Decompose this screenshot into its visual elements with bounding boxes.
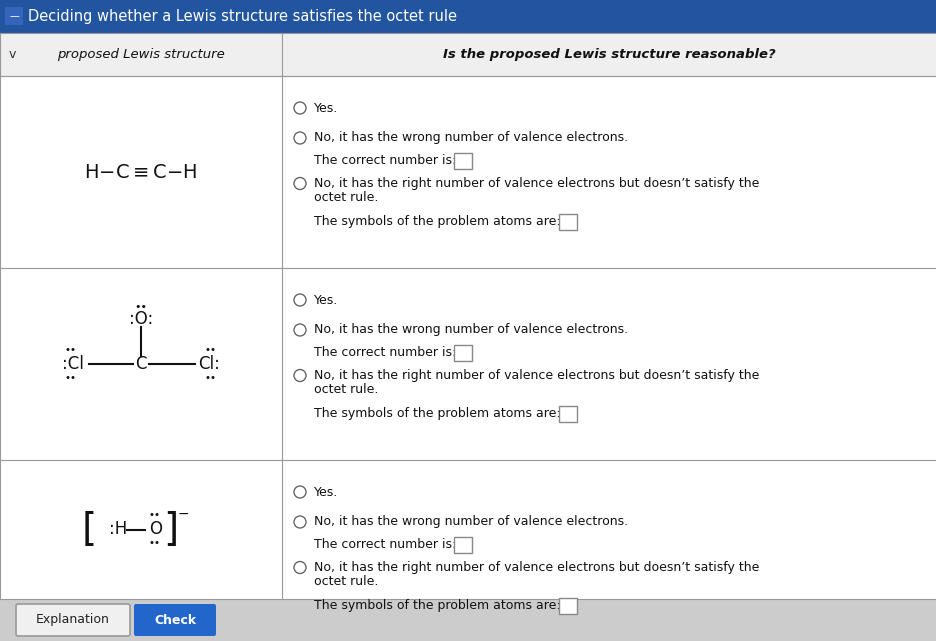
Text: No, it has the right number of valence electrons but doesn’t satisfy the: No, it has the right number of valence e…: [314, 177, 758, 190]
Text: O: O: [149, 520, 162, 538]
Bar: [5, 7, 23, 25]
Text: Yes.: Yes.: [314, 294, 338, 306]
Text: C: C: [135, 355, 147, 373]
Text: No, it has the wrong number of valence electrons.: No, it has the wrong number of valence e…: [314, 324, 627, 337]
Bar: [454, 344, 472, 360]
Circle shape: [294, 369, 306, 381]
Bar: [559, 214, 577, 230]
Bar: [0, 268, 936, 460]
Text: v: v: [8, 48, 16, 61]
Bar: [559, 406, 577, 422]
Text: Cl:: Cl:: [197, 355, 220, 373]
Text: No, it has the wrong number of valence electrons.: No, it has the wrong number of valence e…: [314, 131, 627, 144]
Circle shape: [294, 516, 306, 528]
Text: Deciding whether a Lewis structure satisfies the octet rule: Deciding whether a Lewis structure satis…: [28, 9, 457, 24]
Circle shape: [294, 294, 306, 306]
Circle shape: [294, 486, 306, 498]
Text: The correct number is:: The correct number is:: [314, 154, 456, 167]
Bar: [0, 76, 936, 268]
Text: ••: ••: [205, 345, 217, 355]
FancyBboxPatch shape: [134, 604, 216, 636]
Text: ••: ••: [149, 510, 161, 520]
Bar: [0, 599, 936, 641]
Circle shape: [294, 324, 306, 336]
Text: The symbols of the problem atoms are:*: The symbols of the problem atoms are:*: [314, 215, 566, 228]
FancyBboxPatch shape: [16, 604, 130, 636]
Text: ••: ••: [65, 345, 77, 355]
Bar: [454, 153, 472, 169]
Text: The correct number is:: The correct number is:: [314, 538, 456, 551]
Text: ]: ]: [163, 510, 179, 549]
Text: The symbols of the problem atoms are:*: The symbols of the problem atoms are:*: [314, 599, 566, 613]
Text: :O:: :O:: [129, 310, 153, 328]
Bar: [0, 0, 936, 33]
Bar: [454, 537, 472, 553]
Bar: [0, 33, 936, 599]
Circle shape: [294, 132, 306, 144]
Text: [: [: [81, 510, 96, 549]
Text: Yes.: Yes.: [314, 485, 338, 499]
Text: Check: Check: [154, 613, 196, 626]
Text: octet rule.: octet rule.: [314, 575, 378, 588]
Text: proposed Lewis structure: proposed Lewis structure: [57, 48, 225, 61]
Text: octet rule.: octet rule.: [314, 383, 378, 396]
Text: —: —: [9, 11, 19, 21]
Text: :H: :H: [109, 520, 127, 538]
Circle shape: [294, 102, 306, 114]
Text: Explanation: Explanation: [36, 613, 110, 626]
Text: The symbols of the problem atoms are:*: The symbols of the problem atoms are:*: [314, 408, 566, 420]
Text: No, it has the wrong number of valence electrons.: No, it has the wrong number of valence e…: [314, 515, 627, 528]
Text: ••: ••: [135, 302, 147, 312]
Text: ••: ••: [149, 538, 161, 549]
Text: No, it has the right number of valence electrons but doesn’t satisfy the: No, it has the right number of valence e…: [314, 561, 758, 574]
Text: No, it has the right number of valence electrons but doesn’t satisfy the: No, it has the right number of valence e…: [314, 369, 758, 382]
Bar: [0, 460, 936, 599]
Text: ••: ••: [65, 373, 77, 383]
Circle shape: [294, 562, 306, 574]
Text: ••: ••: [205, 373, 217, 383]
Text: −: −: [177, 506, 189, 520]
Text: The correct number is:: The correct number is:: [314, 346, 456, 359]
Bar: [559, 598, 577, 614]
Text: octet rule.: octet rule.: [314, 191, 378, 204]
Text: Is the proposed Lewis structure reasonable?: Is the proposed Lewis structure reasonab…: [443, 48, 775, 61]
Circle shape: [294, 178, 306, 190]
Text: Yes.: Yes.: [314, 101, 338, 115]
Bar: [0, 33, 936, 76]
Text: H$-$C$\equiv$C$-$H: H$-$C$\equiv$C$-$H: [84, 163, 197, 181]
Text: :Cl: :Cl: [62, 355, 84, 373]
